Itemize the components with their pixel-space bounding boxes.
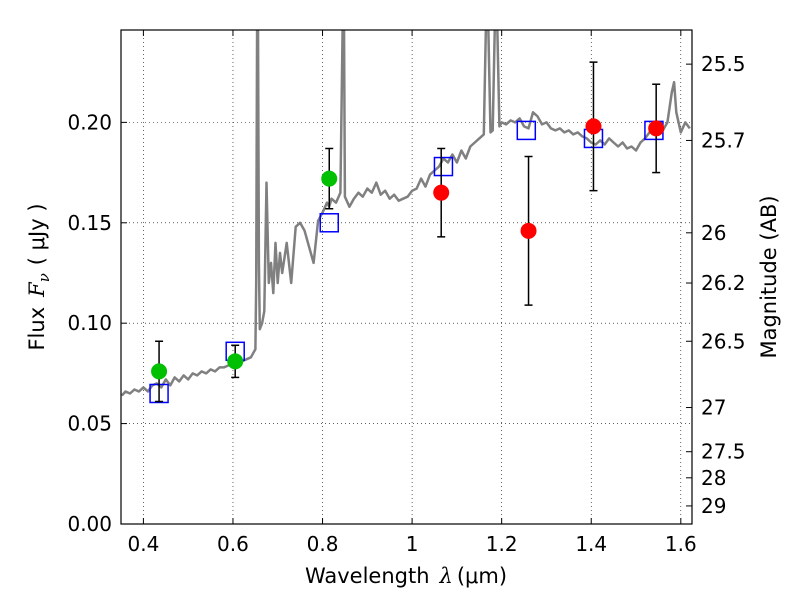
- y-tick-label: 0.10: [67, 311, 112, 335]
- y2-tick-label: 26.2: [701, 271, 746, 295]
- x-tick-label: 1.4: [575, 532, 607, 556]
- y2-tick-label: 27: [701, 396, 726, 420]
- model-square-point: [319, 213, 339, 233]
- y2-tick-label: 26.5: [701, 329, 746, 353]
- model-square-point: [516, 120, 537, 141]
- y-tick-label: 0.00: [67, 512, 112, 536]
- x-tick-label: 1.6: [665, 532, 697, 556]
- plot-frame: [120, 29, 693, 525]
- y2-tick-label: 27.5: [701, 440, 746, 464]
- red-photometry-point: [648, 120, 665, 137]
- x-tick-label: 1: [406, 532, 419, 556]
- x-tick-label: 0.4: [127, 532, 159, 556]
- y2-tick-label: 25.5: [701, 52, 746, 76]
- model-square-point: [433, 156, 454, 177]
- red-photometry-point: [520, 222, 537, 239]
- clipped-series: [121, 30, 691, 404]
- x-tick-label: 1.2: [486, 532, 518, 556]
- x-axis-title: Wavelength λ (μm): [305, 564, 507, 588]
- y-axis-title: FluxFν( μJy ): [25, 203, 53, 350]
- y-tick-label: 0.15: [67, 211, 112, 235]
- y2-tick-label: 25.7: [701, 128, 746, 152]
- red-photometry-point: [585, 118, 602, 135]
- axis-ticks: 0.4 0.6 0.8 1 1.2 1.4 1.6 0.00 0.05 0.10 0.15 0.20 2…: [67, 30, 746, 556]
- data-series: [121, 30, 691, 404]
- y2-tick-label: 29: [701, 494, 726, 518]
- y-tick-label: 0.05: [67, 412, 112, 436]
- y2-tick-label: 26: [701, 221, 726, 245]
- green-photometry-point: [151, 363, 168, 380]
- x-tick-label: 0.8: [307, 532, 339, 556]
- x-tick-label: 0.6: [217, 532, 249, 556]
- y2-axis-title: Magnitude (AB): [757, 195, 781, 358]
- red-photometry-point: [433, 184, 450, 201]
- y2-tick-label: 28: [701, 466, 726, 490]
- y-tick-label: 0.20: [67, 110, 112, 134]
- green-photometry-point: [227, 353, 244, 370]
- green-photometry-point: [321, 170, 338, 187]
